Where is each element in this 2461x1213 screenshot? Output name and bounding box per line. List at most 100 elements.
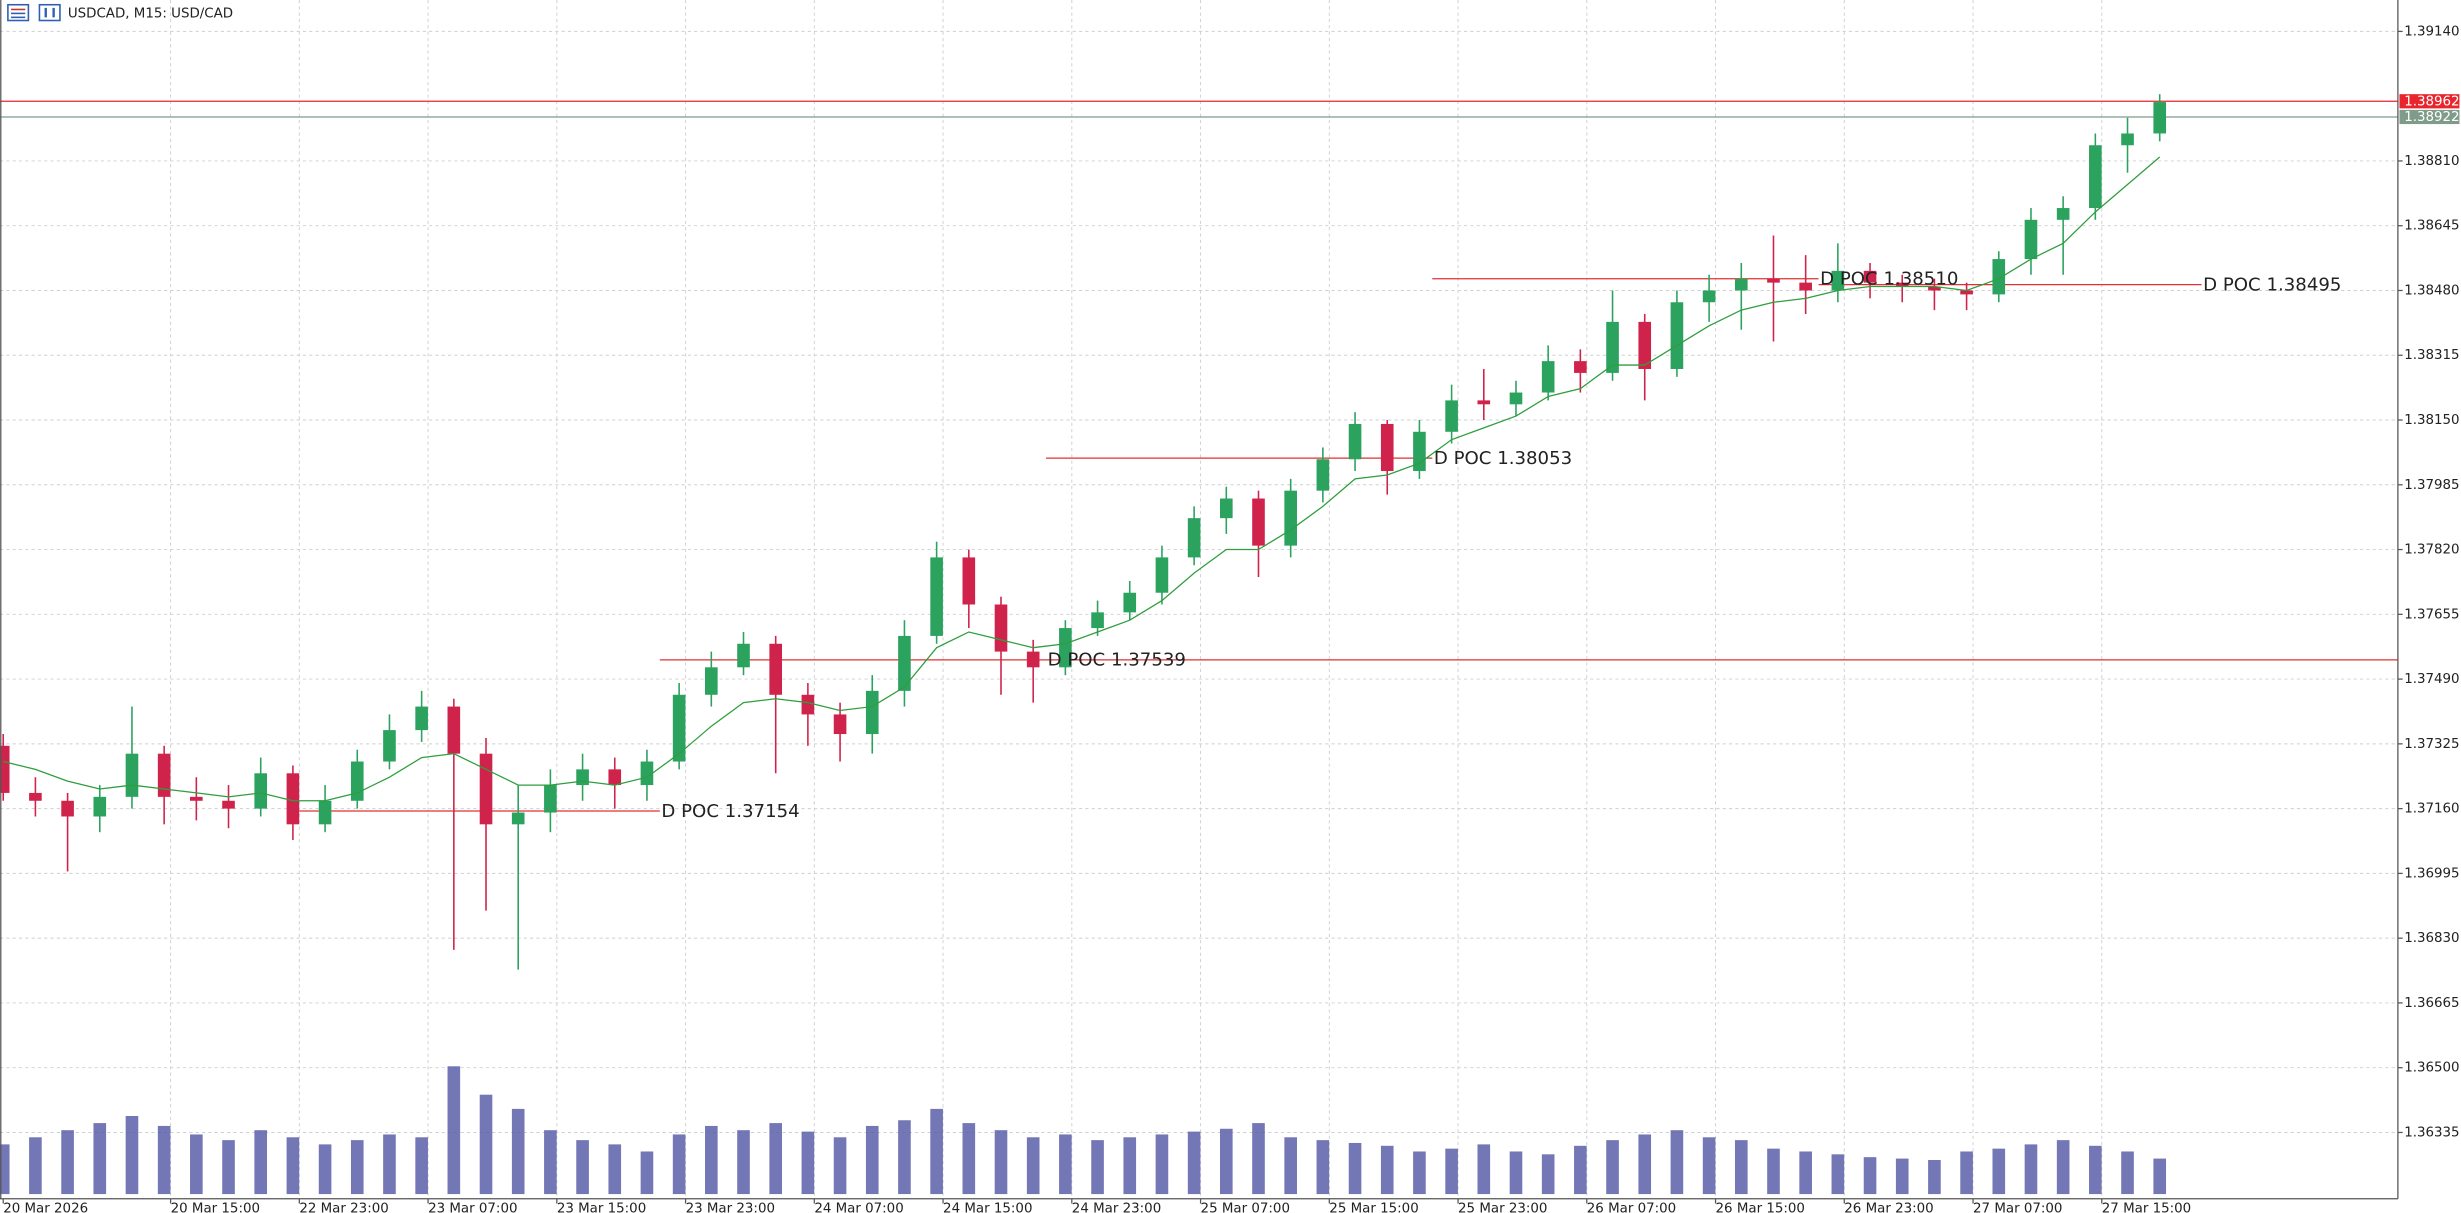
volume-bar — [1413, 1151, 1426, 1195]
chart-icon[interactable] — [38, 3, 61, 22]
candle-body — [1252, 498, 1265, 546]
volume-bar — [447, 1066, 461, 1195]
y-tick-label: 1.36665 — [2404, 996, 2459, 1011]
x-tick-label: 26 Mar 07:00 — [1587, 1201, 1676, 1213]
candle-body — [1960, 290, 1973, 295]
y-tick-label: 1.36830 — [2404, 931, 2459, 946]
candle-body — [1091, 612, 1104, 629]
volume-bar — [576, 1140, 589, 1195]
x-tick-label: 27 Mar 15:00 — [2102, 1201, 2191, 1213]
candle-body — [865, 690, 879, 735]
y-tick-label: 1.38810 — [2404, 154, 2459, 169]
candle-body — [2121, 133, 2134, 146]
x-tick-label: 25 Mar 07:00 — [1201, 1201, 1290, 1213]
volume-bar — [318, 1144, 332, 1195]
candle-body — [1123, 592, 1137, 613]
candle-body — [1541, 361, 1555, 393]
chart-title: USDCAD, M15: USD/CAD — [68, 6, 233, 21]
y-tick-label: 1.37820 — [2404, 543, 2459, 558]
volume-bar — [1992, 1148, 2006, 1195]
poc-label: D POC 1.38053 — [1434, 448, 1572, 469]
volume-bar — [1059, 1134, 1072, 1195]
volume-bar — [1219, 1128, 1233, 1195]
y-tick-label: 1.38150 — [2404, 413, 2459, 428]
volume-bar — [1091, 1140, 1104, 1195]
volume-bar — [705, 1125, 718, 1195]
volume-bar — [962, 1123, 976, 1195]
volume-bar — [61, 1130, 74, 1195]
volume-bar — [801, 1131, 815, 1195]
x-tick-label: 23 Mar 23:00 — [686, 1201, 775, 1213]
volume-bar — [672, 1134, 686, 1195]
candle-body — [672, 694, 686, 762]
price-box-label: 1.38962 — [2404, 94, 2459, 109]
volume-bar — [865, 1125, 879, 1195]
volume-bar — [286, 1137, 300, 1195]
candle-body — [898, 635, 911, 691]
volume-bar — [994, 1130, 1008, 1195]
volume-bar — [2089, 1145, 2102, 1195]
x-tick-label: 20 Mar 15:00 — [171, 1201, 260, 1213]
x-tick-label: 23 Mar 07:00 — [428, 1201, 517, 1213]
candle-body — [801, 694, 815, 715]
volume-bar — [1895, 1158, 1909, 1195]
volume-bar — [125, 1115, 139, 1195]
volume-bar — [1348, 1142, 1362, 1195]
candle-body — [157, 753, 171, 797]
volume-bar — [737, 1130, 750, 1195]
volume-bar — [1767, 1148, 1780, 1195]
x-tick-label: 26 Mar 23:00 — [1844, 1201, 1933, 1213]
candle-body — [1155, 557, 1169, 593]
candle-body — [833, 714, 847, 735]
candle-body — [608, 769, 622, 786]
volume-bar — [1670, 1130, 1684, 1195]
x-tick-label: 24 Mar 23:00 — [1072, 1201, 1161, 1213]
candle-body — [737, 643, 750, 668]
candle-body — [2024, 219, 2038, 260]
volume-bar — [1380, 1145, 1394, 1195]
candle-body — [1509, 392, 1523, 405]
x-tick-label: 25 Mar 15:00 — [1329, 1201, 1418, 1213]
candle-body — [350, 761, 364, 801]
axes — [0, 0, 2403, 1204]
candle-body — [1219, 498, 1233, 519]
candle-body — [383, 730, 396, 762]
candle-body — [1670, 302, 1684, 369]
candle-body — [962, 557, 976, 605]
poc-label: D POC 1.38510 — [1820, 268, 1958, 289]
x-tick-label: 27 Mar 07:00 — [1973, 1201, 2062, 1213]
candle-body — [415, 706, 428, 731]
volume-bar — [415, 1137, 428, 1195]
volume — [0, 1066, 2167, 1195]
candle-body — [2153, 102, 2167, 134]
candle-body — [511, 812, 525, 825]
volume-bar — [1928, 1160, 1941, 1195]
candle-body — [994, 604, 1008, 652]
volume-bar — [190, 1134, 203, 1195]
volume-bar — [1606, 1140, 1619, 1195]
x-tick-label: 22 Mar 23:00 — [299, 1201, 388, 1213]
candle-body — [61, 800, 74, 817]
candle-body — [1187, 518, 1201, 558]
candle-body — [1059, 628, 1072, 668]
header: USDCAD, M15: USD/CAD — [7, 3, 233, 22]
volume-bar — [0, 1144, 10, 1195]
volume-bar — [1960, 1151, 1973, 1195]
candle-body — [705, 667, 718, 695]
volume-bar — [1734, 1140, 1748, 1195]
volume-bar — [2024, 1144, 2038, 1195]
y-tick-label: 1.37985 — [2404, 478, 2459, 493]
volume-bar — [479, 1094, 493, 1195]
y-tick-label: 1.38315 — [2404, 348, 2459, 363]
y-tick-label: 1.38480 — [2404, 283, 2459, 298]
candle-body — [222, 800, 235, 809]
moving-average — [3, 156, 2161, 802]
volume-bar — [1477, 1144, 1491, 1195]
y-tick-label: 1.38645 — [2404, 219, 2459, 234]
candle-body — [1606, 321, 1619, 373]
candle-body — [1734, 278, 1748, 291]
candle-body — [1638, 321, 1652, 369]
y-tick-label: 1.37160 — [2404, 802, 2459, 817]
candle-body — [190, 796, 203, 801]
volume-bar — [1252, 1123, 1265, 1195]
